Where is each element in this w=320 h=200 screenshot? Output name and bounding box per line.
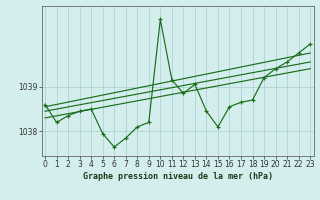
X-axis label: Graphe pression niveau de la mer (hPa): Graphe pression niveau de la mer (hPa) (83, 172, 273, 181)
